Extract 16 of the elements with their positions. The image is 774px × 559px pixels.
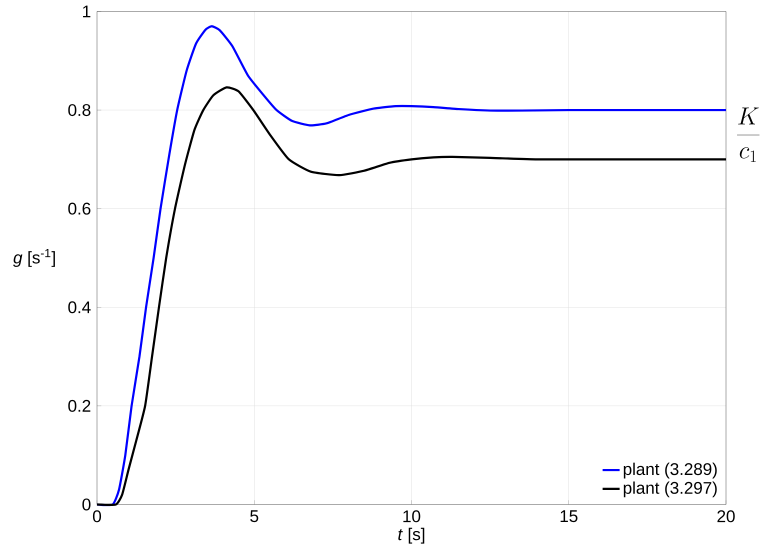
x-tick-label: 20 (717, 510, 735, 522)
y-tick-label: 0.6 (68, 202, 90, 214)
x-tick-label: 10 (403, 510, 420, 522)
text: $\frac{K}{c_1}$ (737, 107, 760, 162)
y-tick-label: 1 (83, 5, 90, 18)
y-axis-title: g [s$^{-1}$] (13, 248, 55, 267)
x-tick-label: 5 (250, 510, 258, 522)
x-tick-label: 15 (560, 510, 578, 522)
x-axis-title: t [s] (398, 528, 424, 544)
y-tick-label: 0.4 (68, 301, 91, 314)
legend-label: plant (3.297) (624, 481, 717, 498)
legend-label: plant (3.289) (624, 462, 717, 478)
y-tick-label: 0.2 (68, 400, 90, 412)
x-tick-label: 0 (92, 510, 102, 522)
y-tick-label: 0 (82, 498, 90, 510)
y-tick-label: 0.8 (68, 104, 90, 116)
